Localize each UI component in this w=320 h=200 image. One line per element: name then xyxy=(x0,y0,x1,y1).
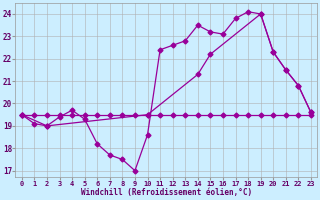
X-axis label: Windchill (Refroidissement éolien,°C): Windchill (Refroidissement éolien,°C) xyxy=(81,188,252,197)
